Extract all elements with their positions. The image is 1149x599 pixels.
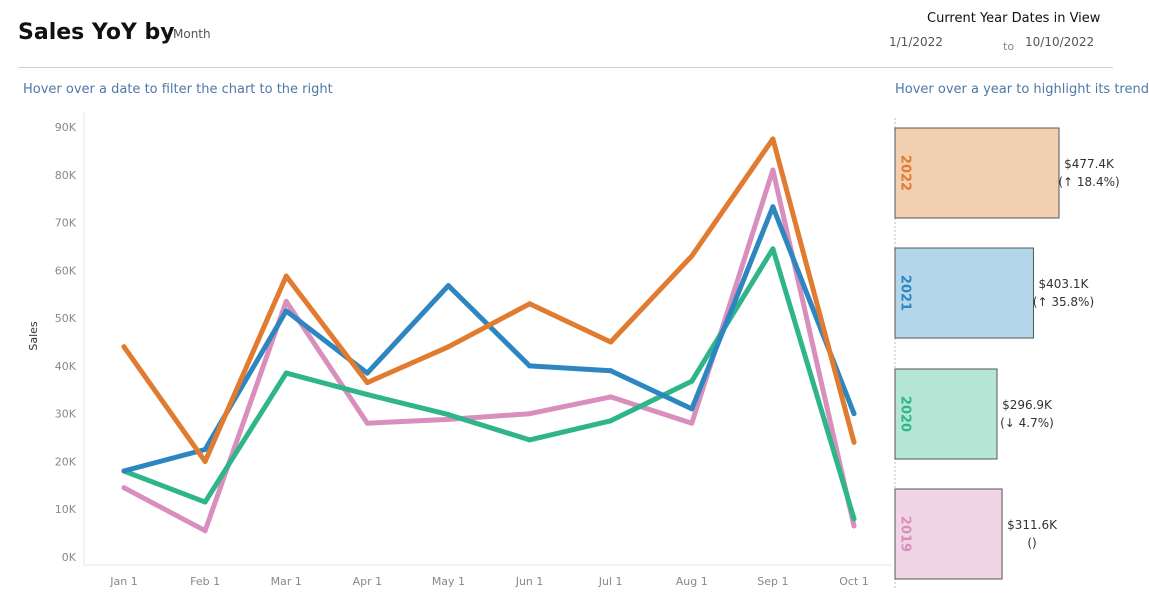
- y-tick-label: 60K: [55, 264, 77, 277]
- series-line-2020[interactable]: [121, 246, 857, 522]
- year-bar-2020[interactable]: [894, 368, 998, 460]
- bar-change-label: (↑ 18.4%): [1058, 175, 1119, 189]
- y-tick-label: 70K: [55, 217, 77, 230]
- y-tick-label: 80K: [55, 169, 77, 182]
- x-tick-label: Aug 1: [676, 575, 708, 588]
- x-tick-label: Jul 1: [598, 575, 623, 588]
- line-chart: 0K 10K 20K 30K 40K 50K 60K 70K 80K 90K Jan 1 Feb 1 M…: [27, 113, 892, 588]
- bar-value-label: $296.9K: [1002, 398, 1053, 412]
- data-point-2020[interactable]: [283, 370, 289, 376]
- data-point-2020[interactable]: [770, 246, 776, 252]
- year-label: 2021: [898, 275, 913, 311]
- data-point-2021[interactable]: [202, 447, 208, 452]
- data-point-2019[interactable]: [608, 394, 614, 400]
- x-tick-label: Feb 1: [190, 575, 220, 588]
- data-point-2022[interactable]: [851, 439, 857, 445]
- data-point-2022[interactable]: [202, 458, 208, 464]
- year-label: 2020: [898, 396, 913, 432]
- y-tick-label: 40K: [55, 360, 77, 373]
- data-point-2022[interactable]: [445, 344, 451, 350]
- year-bar-2021[interactable]: [894, 247, 1034, 339]
- year-bar-2019[interactable]: [894, 488, 1003, 580]
- y-tick-label: 10K: [55, 503, 77, 516]
- data-point-2020[interactable]: [851, 516, 857, 522]
- data-point-2022[interactable]: [770, 136, 776, 142]
- data-point-2021[interactable]: [770, 204, 776, 210]
- bar-chart-instruction: Hover over a year to highlight its trend: [895, 82, 1149, 97]
- data-point-2021[interactable]: [527, 363, 533, 369]
- x-tick-label: Sep 1: [757, 575, 788, 588]
- data-point-2020[interactable]: [202, 499, 208, 505]
- bar-change-label: (↓ 4.7%): [1000, 416, 1054, 430]
- data-point-2019[interactable]: [770, 167, 776, 173]
- y-axis-title: Sales: [27, 321, 40, 351]
- data-point-2019[interactable]: [689, 420, 695, 426]
- bar-value-label: $477.4K: [1064, 157, 1115, 171]
- data-point-2019[interactable]: [283, 298, 289, 304]
- x-tick-label: Mar 1: [271, 575, 302, 588]
- data-point-2022[interactable]: [527, 301, 533, 307]
- start-date[interactable]: 1/1/2022: [889, 35, 943, 49]
- data-point-2021[interactable]: [364, 370, 370, 376]
- data-point-2021[interactable]: [445, 283, 451, 289]
- data-point-2019[interactable]: [121, 485, 127, 491]
- y-tick-label: 30K: [55, 408, 77, 421]
- series-line-2021[interactable]: [121, 204, 857, 474]
- year-bar-2022[interactable]: [894, 127, 1060, 219]
- x-tick-label: May 1: [432, 575, 465, 588]
- data-point-2021[interactable]: [689, 406, 695, 412]
- x-tick-label: Oct 1: [839, 575, 869, 588]
- y-tick-label: 50K: [55, 312, 77, 325]
- x-tick-label: Jan 1: [109, 575, 137, 588]
- data-point-2021[interactable]: [283, 308, 289, 314]
- year-label: 2022: [898, 155, 913, 191]
- bar-value-label: $403.1K: [1039, 277, 1090, 291]
- y-tick-label: 20K: [55, 455, 77, 468]
- series-line-2022[interactable]: [121, 136, 857, 464]
- line-chart-instruction: Hover over a date to filter the chart to…: [23, 82, 333, 97]
- data-point-2022[interactable]: [608, 339, 614, 345]
- dates-in-view-title: Current Year Dates in View: [927, 11, 1101, 26]
- data-point-2019[interactable]: [445, 416, 451, 422]
- data-point-2020[interactable]: [364, 392, 370, 398]
- x-tick-label: Jun 1: [515, 575, 544, 588]
- chart-title: Sales YoY by: [18, 20, 175, 45]
- data-point-2022[interactable]: [283, 273, 289, 279]
- data-point-2020[interactable]: [527, 437, 533, 443]
- data-point-2020[interactable]: [445, 412, 451, 418]
- data-point-2019[interactable]: [851, 523, 857, 529]
- header-divider: [18, 67, 1113, 68]
- bar-value-label: $311.6K: [1007, 518, 1058, 532]
- year-label: 2019: [898, 516, 913, 552]
- series-line-2019[interactable]: [121, 167, 857, 534]
- data-point-2019[interactable]: [202, 528, 208, 534]
- data-point-2019[interactable]: [527, 411, 533, 417]
- y-tick-label: 0K: [62, 551, 77, 564]
- data-point-2022[interactable]: [121, 344, 127, 350]
- bar-chart: 2022 $477.4K (↑ 18.4%) 2021 $403.1K (↑ 35.8%)…: [894, 118, 1120, 590]
- bar-change-label: (): [1027, 536, 1036, 550]
- data-point-2020[interactable]: [689, 378, 695, 384]
- date-range-separator: to: [1003, 40, 1015, 53]
- data-point-2021[interactable]: [608, 368, 614, 374]
- data-point-2022[interactable]: [689, 253, 695, 259]
- data-point-2019[interactable]: [364, 420, 370, 426]
- y-tick-label: 90K: [55, 121, 77, 134]
- end-date[interactable]: 10/10/2022: [1025, 35, 1095, 49]
- x-tick-label: Apr 1: [353, 575, 383, 588]
- data-point-2021[interactable]: [851, 411, 857, 417]
- data-point-2022[interactable]: [364, 380, 370, 386]
- data-point-2021[interactable]: [121, 468, 127, 474]
- data-point-2020[interactable]: [608, 418, 614, 424]
- bar-change-label: (↑ 35.8%): [1033, 295, 1094, 309]
- period-parameter[interactable]: Month: [173, 27, 211, 41]
